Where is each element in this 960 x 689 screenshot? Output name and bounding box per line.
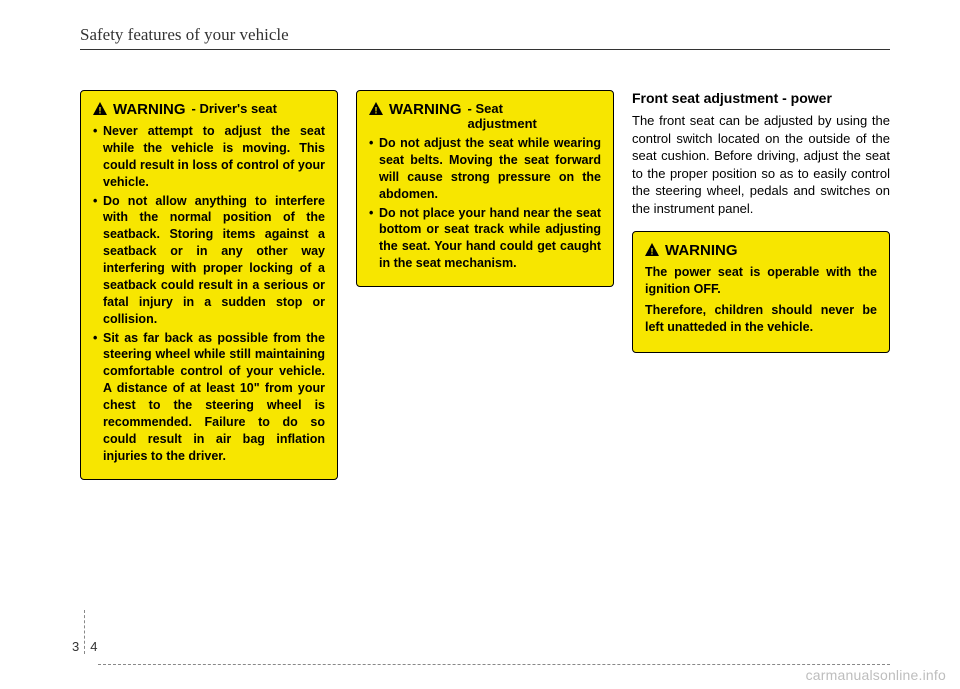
warning-triangle-icon: ! xyxy=(369,102,383,119)
footer-dash-line xyxy=(98,664,890,665)
warning-paragraph: The power seat is operable with the igni… xyxy=(645,264,877,298)
warning-paragraph: Therefore, children should never be left… xyxy=(645,302,877,336)
warning-item: Do not adjust the seat while wearing sea… xyxy=(369,135,601,203)
watermark-text: carmanualsonline.info xyxy=(806,667,946,683)
warning-box-seat-adjustment: ! WARNING - Seat adjustment Do not adjus… xyxy=(356,90,614,287)
warning-subtitle: - Driver's seat xyxy=(192,101,277,116)
svg-text:!: ! xyxy=(375,106,378,116)
warning-item: Do not allow anything to inter­fere with… xyxy=(93,193,325,328)
warning-heading: ! WARNING - Seat adjustment xyxy=(369,101,601,131)
warning-label: WARNING xyxy=(113,101,186,118)
warning-item: Sit as far back as possible from the ste… xyxy=(93,330,325,465)
warning-heading: ! WARNING - Driver's seat xyxy=(93,101,325,119)
warning-subtitle: - Seat adjustment xyxy=(468,101,537,131)
svg-text:!: ! xyxy=(651,247,654,257)
page-footer: 3 4 xyxy=(70,664,890,665)
section-title: Front seat adjustment - power xyxy=(632,90,890,106)
chapter-number: 3 xyxy=(70,639,81,654)
body-paragraph: The front seat can be adjusted by using … xyxy=(632,112,890,217)
warning-box-power-seat: ! WARNING The power seat is operable wit… xyxy=(632,231,890,353)
warning-label: WARNING xyxy=(389,101,462,118)
warning-subtitle-line1: - Seat xyxy=(468,101,503,116)
header-rule xyxy=(80,49,890,50)
warning-item: Never attempt to adjust the seat while t… xyxy=(93,123,325,191)
page-header-title: Safety features of your vehicle xyxy=(80,25,890,49)
column-1: ! WARNING - Driver's seat Never attempt … xyxy=(80,90,338,494)
column-3: Front seat adjustment - power The front … xyxy=(632,90,890,494)
warning-label: WARNING xyxy=(665,242,738,259)
page-number: 4 xyxy=(88,639,99,654)
warning-item: Do not place your hand near the seat bot… xyxy=(369,205,601,273)
column-2: ! WARNING - Seat adjustment Do not adjus… xyxy=(356,90,614,494)
warning-body: The power seat is operable with the igni… xyxy=(645,264,877,336)
warning-box-drivers-seat: ! WARNING - Driver's seat Never attempt … xyxy=(80,90,338,480)
warning-subtitle-line2: adjustment xyxy=(468,116,537,131)
warning-triangle-icon: ! xyxy=(645,243,659,260)
warning-triangle-icon: ! xyxy=(93,102,107,119)
page-numbers: 3 4 xyxy=(70,624,99,668)
warning-body: Do not adjust the seat while wearing sea… xyxy=(369,135,601,272)
warning-heading: ! WARNING xyxy=(645,242,877,260)
warning-body: Never attempt to adjust the seat while t… xyxy=(93,123,325,465)
page-number-separator xyxy=(84,610,85,654)
svg-text:!: ! xyxy=(99,106,102,116)
content-columns: ! WARNING - Driver's seat Never attempt … xyxy=(80,90,890,494)
